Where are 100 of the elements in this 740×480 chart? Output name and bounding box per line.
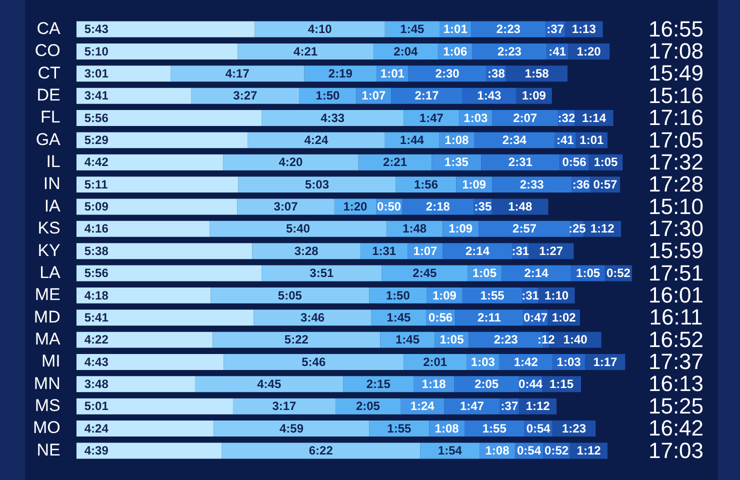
- bar: [223, 154, 358, 170]
- data-label: 2:05: [474, 376, 499, 391]
- data-label: :36: [572, 177, 590, 192]
- y-tick-label: DE: [36, 86, 60, 105]
- data-label: 1:47: [460, 399, 484, 414]
- y-tick-label: IL: [46, 152, 60, 172]
- data-label: 4:33: [320, 110, 345, 125]
- data-label: 1:05: [440, 332, 464, 347]
- data-label: 5:05: [278, 288, 302, 302]
- bar: [76, 354, 224, 370]
- data-label: 1:15: [549, 376, 574, 391]
- data-label: 1:03: [556, 354, 582, 369]
- data-label: 1:08: [444, 133, 470, 148]
- bar: [478, 220, 571, 237]
- data-label: :31: [512, 244, 530, 258]
- bar: [481, 154, 560, 170]
- y-tick-label: ME: [34, 285, 60, 304]
- y-tick-label: MA: [34, 329, 62, 348]
- bar: [76, 243, 252, 260]
- y-tick-label: KY: [38, 240, 60, 260]
- data-label: 1:48: [402, 222, 427, 236]
- data-label: 1:05: [576, 266, 600, 280]
- bar: [210, 287, 370, 304]
- data-label: 4:59: [279, 421, 304, 436]
- y-tick-label: MN: [34, 374, 60, 393]
- data-label: 1:24: [410, 399, 435, 414]
- data-label: 0:44: [518, 376, 543, 391]
- bar: [254, 21, 385, 38]
- y-tick-label: MD: [34, 307, 60, 326]
- data-label: 3:07: [274, 200, 298, 214]
- data-label: 1:13: [572, 22, 596, 36]
- data-label: 4:39: [84, 444, 109, 458]
- data-label: 4:10: [308, 22, 332, 36]
- bar: [76, 442, 222, 459]
- bar: [238, 43, 374, 60]
- data-label: :25: [568, 222, 586, 236]
- bar: [492, 110, 558, 126]
- data-label: 5:56: [84, 110, 109, 125]
- data-label: 1:18: [422, 376, 446, 391]
- data-label: 1:08: [485, 444, 510, 458]
- bar: [252, 243, 360, 260]
- data-label: 2:07: [513, 110, 538, 125]
- y-tick-label: KS: [38, 218, 60, 238]
- data-label: 0:56: [428, 310, 453, 324]
- data-label: 1:40: [563, 332, 588, 347]
- bar: [262, 265, 382, 282]
- data-label: 2:18: [426, 200, 450, 214]
- data-label: 3:27: [233, 88, 258, 103]
- data-label: 1:45: [386, 310, 411, 324]
- data-label: 4:16: [84, 222, 109, 236]
- bar: [248, 132, 385, 148]
- data-label: 1:47: [419, 110, 444, 125]
- bar: [404, 110, 460, 126]
- data-label: 2:11: [478, 310, 502, 324]
- bar: [76, 88, 192, 104]
- data-label: 1:01: [580, 133, 604, 148]
- data-label: 3:17: [272, 399, 297, 414]
- bar: [442, 243, 512, 260]
- data-label: 1:07: [362, 88, 386, 103]
- data-label: 5:22: [284, 332, 309, 347]
- data-label: 5:29: [84, 133, 109, 148]
- y-tick-label: NE: [36, 440, 60, 460]
- data-label: 1:01: [443, 22, 468, 36]
- bar: [76, 287, 211, 304]
- bar: [343, 376, 414, 392]
- bar: [232, 398, 336, 414]
- bar: [212, 332, 380, 348]
- data-label: 1:35: [444, 155, 469, 170]
- bar: [76, 66, 171, 82]
- data-label: 4:43: [84, 354, 109, 369]
- data-label: 0:47: [523, 310, 548, 324]
- data-label: :35: [474, 200, 492, 214]
- data-label: 1:14: [582, 110, 606, 125]
- data-label: 1:09: [522, 88, 546, 103]
- bar: [262, 110, 404, 126]
- data-label: 1:09: [432, 288, 457, 302]
- data-label: 1:48: [508, 200, 532, 214]
- bar: [474, 132, 554, 148]
- data-label: 1:12: [590, 222, 615, 236]
- bar: [222, 442, 420, 459]
- y-tick-label: CA: [36, 18, 62, 38]
- data-label: 5:43: [84, 22, 109, 36]
- data-label: 5:40: [286, 222, 310, 236]
- data-label: 1:09: [462, 177, 486, 192]
- data-label: 1:03: [464, 110, 488, 125]
- data-label: 1:56: [414, 177, 438, 192]
- data-label: 1:05: [472, 266, 497, 280]
- data-label: 5:10: [84, 44, 109, 58]
- bar: [471, 21, 546, 38]
- data-label: 4:18: [84, 288, 109, 302]
- data-label: 0:52: [606, 266, 631, 280]
- bar: [191, 88, 300, 104]
- data-label: 4:20: [278, 155, 304, 170]
- data-label: 1:05: [594, 155, 618, 170]
- bar: [214, 420, 370, 437]
- data-label: 4:17: [225, 66, 250, 80]
- data-label: 1:08: [434, 421, 460, 436]
- data-label: 1:07: [413, 244, 438, 258]
- bar: [76, 198, 238, 215]
- text: 16:55: [648, 16, 704, 42]
